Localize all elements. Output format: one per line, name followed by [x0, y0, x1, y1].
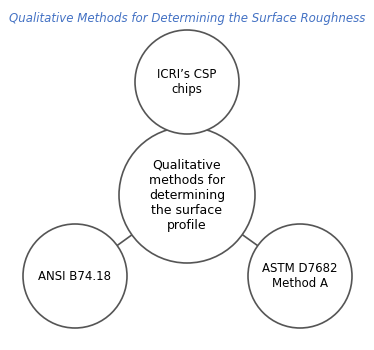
Circle shape	[119, 127, 255, 263]
Text: Qualitative Methods for Determining the Surface Roughness: Qualitative Methods for Determining the …	[9, 12, 365, 25]
Text: ICRI’s CSP
chips: ICRI’s CSP chips	[157, 68, 217, 96]
Text: ASTM D7682
Method A: ASTM D7682 Method A	[262, 262, 338, 290]
Circle shape	[23, 224, 127, 328]
Circle shape	[248, 224, 352, 328]
Text: Qualitative
methods for
determining
the surface
profile: Qualitative methods for determining the …	[149, 159, 225, 231]
Text: ANSI B74.18: ANSI B74.18	[39, 270, 111, 282]
Circle shape	[135, 30, 239, 134]
